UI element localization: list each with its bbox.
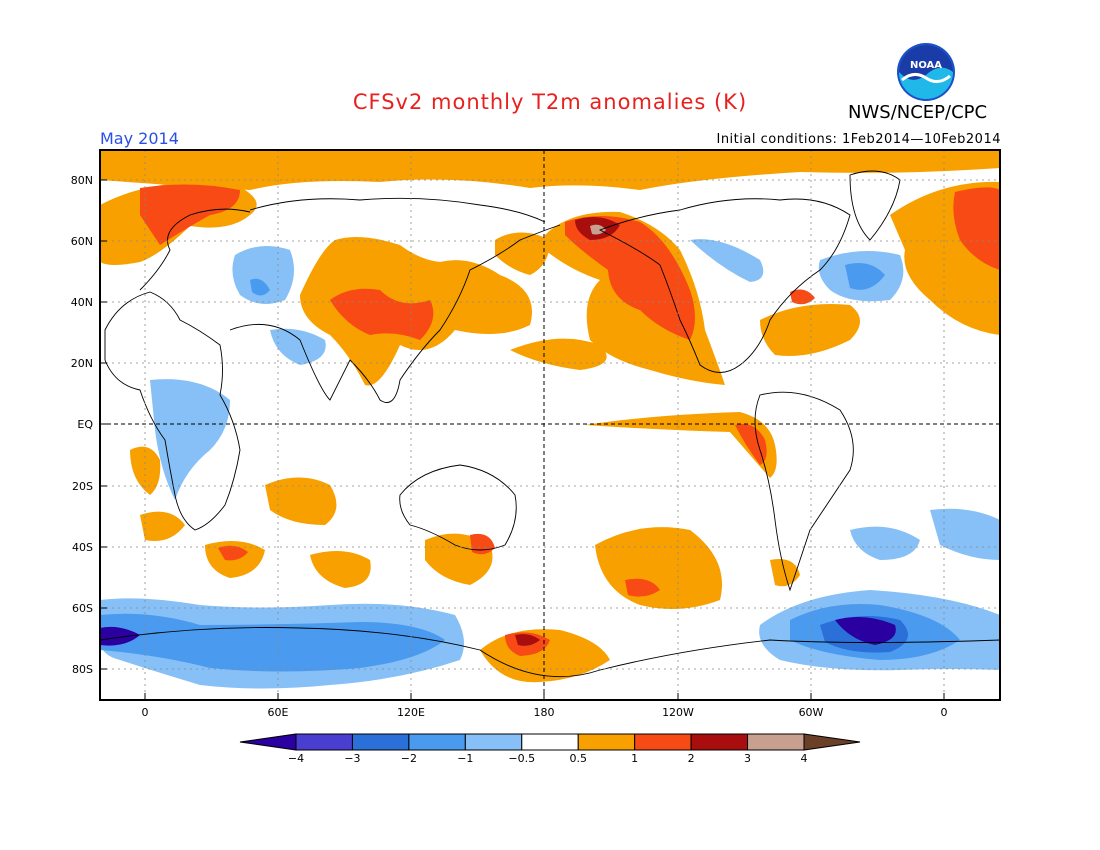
- colorbar-swatch: [521, 733, 579, 751]
- colorbar-swatch: [464, 733, 523, 751]
- colorbar-swatch: [747, 733, 805, 751]
- latitude-labels: 80N 60N 40N 20N EQ 20S 40S 60S 80S: [71, 174, 94, 676]
- colorbar-swatch: [690, 733, 749, 751]
- colorbar-swatch: [295, 733, 353, 751]
- colorbar-tick-label: −3: [344, 752, 360, 765]
- logo-text: NOAA: [910, 60, 942, 71]
- colorbar-tick-label: −2: [401, 752, 417, 765]
- lon-label: 120W: [662, 706, 694, 719]
- ticks: [100, 179, 945, 700]
- colorbar-tick-label: 3: [744, 752, 751, 765]
- agency-label: NWS/NCEP/CPC: [848, 102, 988, 123]
- forecast-month: May 2014: [100, 129, 179, 148]
- lon-label: 0: [142, 706, 149, 719]
- colorbar-tick-label: −4: [288, 752, 304, 765]
- equator-dateline: [100, 150, 1000, 700]
- colorbar-tick-label: 4: [801, 752, 808, 765]
- colorbar-arrow-high: [803, 733, 861, 751]
- colorbar-swatch: [351, 733, 410, 751]
- initial-conditions: Initial conditions: 1Feb2014—10Feb2014: [716, 132, 1001, 147]
- anomaly-shading: [100, 150, 1000, 700]
- lat-label: 80N: [71, 174, 93, 187]
- lat-label: 40N: [71, 296, 93, 309]
- colorbar-tick-label: 1: [631, 752, 638, 765]
- colorbar-swatch: [577, 733, 636, 751]
- lat-label: 40S: [72, 541, 93, 554]
- map-title: CFSv2 monthly T2m anomalies (K): [352, 90, 748, 114]
- lon-label: 120E: [397, 706, 425, 719]
- colorbar-tick-label: −1: [457, 752, 473, 765]
- lon-label: 60W: [799, 706, 824, 719]
- lon-label: 180: [534, 706, 555, 719]
- map-frame: [99, 149, 1001, 701]
- longitude-labels: 0 60E 120E 180 120W 60W 0: [142, 706, 948, 719]
- colorbar-arrow-low: [239, 733, 297, 751]
- lat-label: 60S: [72, 602, 93, 615]
- lat-label: 20S: [72, 480, 93, 493]
- lon-label: 0: [941, 706, 948, 719]
- lat-label: 20N: [71, 357, 93, 370]
- noaa-logo: NOAA: [897, 43, 955, 101]
- lat-label: 80S: [72, 663, 93, 676]
- lat-label: EQ: [77, 418, 93, 431]
- coastlines: [100, 170, 1000, 678]
- lat-label: 60N: [71, 235, 93, 248]
- colorbar-swatch: [634, 733, 692, 751]
- colorbar-tick-label: 2: [688, 752, 695, 765]
- colorbar: −4 −3 −2 −1 −0.5 0.5 1 2 3 4: [239, 733, 861, 765]
- colorbar-tick-label: −0.5: [508, 752, 535, 765]
- lon-label: 60E: [268, 706, 289, 719]
- graticule: [100, 150, 1000, 700]
- colorbar-tick-label: 0.5: [569, 752, 587, 765]
- colorbar-swatch: [408, 733, 466, 751]
